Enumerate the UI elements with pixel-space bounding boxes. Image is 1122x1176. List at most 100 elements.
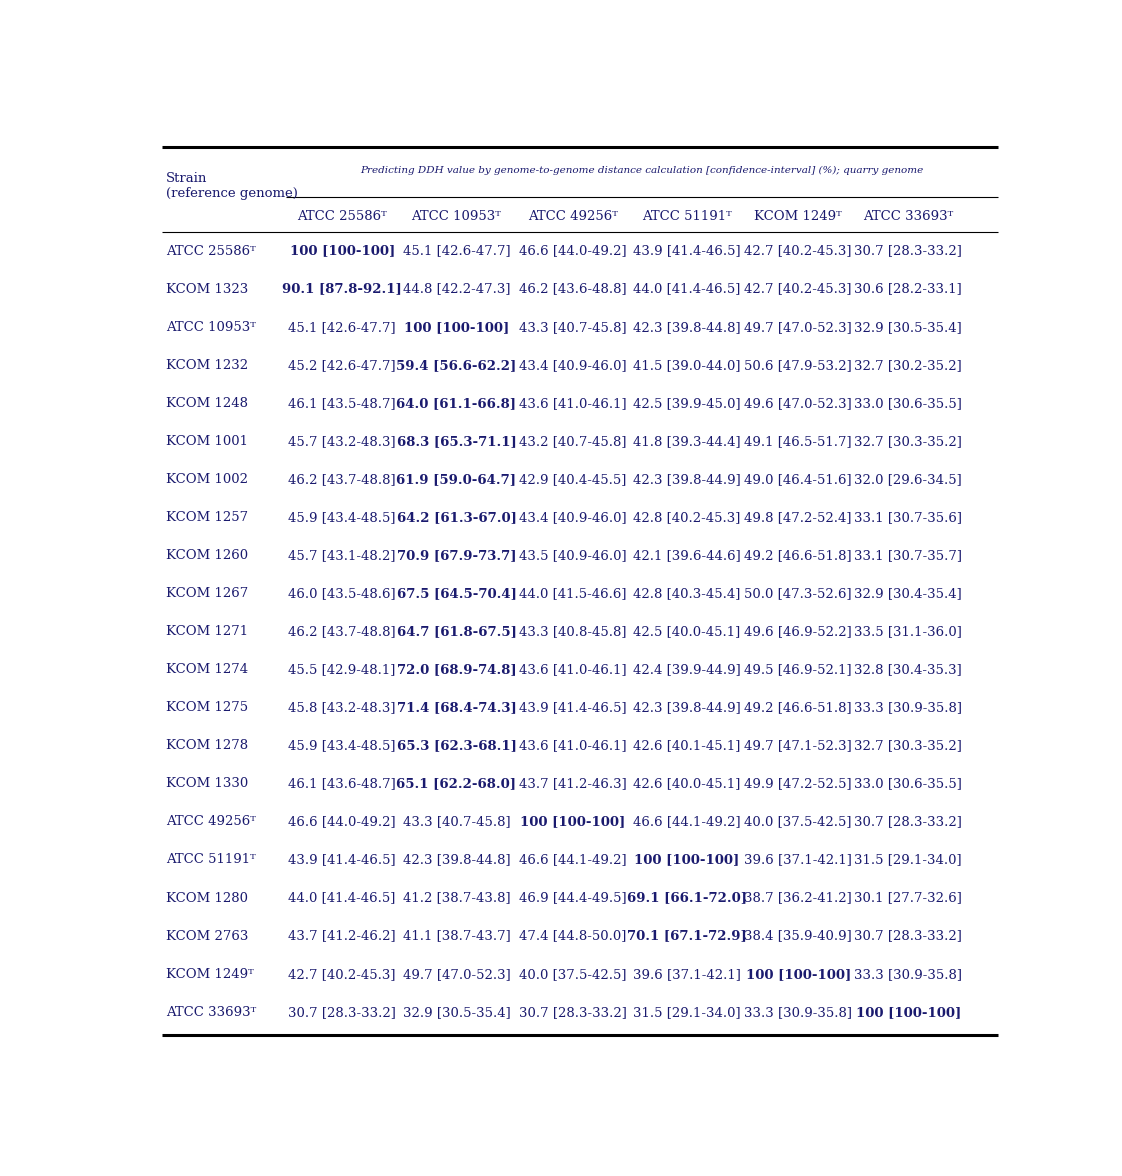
Text: ATCC 33693ᵀ: ATCC 33693ᵀ: [863, 211, 954, 223]
Text: 42.3 [39.8-44.9]: 42.3 [39.8-44.9]: [633, 473, 741, 486]
Text: 61.9 [59.0-64.7]: 61.9 [59.0-64.7]: [396, 473, 516, 486]
Text: KCOM 1232: KCOM 1232: [166, 359, 248, 372]
Text: 46.6 [44.0-49.2]: 46.6 [44.0-49.2]: [288, 815, 396, 828]
Text: 33.1 [30.7-35.6]: 33.1 [30.7-35.6]: [854, 510, 963, 524]
Text: 59.4 [56.6-62.2]: 59.4 [56.6-62.2]: [396, 359, 516, 372]
Text: ATCC 25586ᵀ: ATCC 25586ᵀ: [297, 211, 387, 223]
Text: 49.2 [46.6-51.8]: 49.2 [46.6-51.8]: [744, 701, 852, 714]
Text: 42.6 [40.1-45.1]: 42.6 [40.1-45.1]: [633, 740, 741, 753]
Text: 65.3 [62.3-68.1]: 65.3 [62.3-68.1]: [396, 740, 516, 753]
Text: KCOM 1274: KCOM 1274: [166, 663, 248, 676]
Text: 43.3 [40.8-45.8]: 43.3 [40.8-45.8]: [519, 626, 626, 639]
Text: 33.0 [30.6-35.5]: 33.0 [30.6-35.5]: [854, 777, 963, 790]
Text: 43.4 [40.9-46.0]: 43.4 [40.9-46.0]: [518, 359, 626, 372]
Text: 32.9 [30.5-35.4]: 32.9 [30.5-35.4]: [854, 321, 963, 334]
Text: 43.3 [40.7-45.8]: 43.3 [40.7-45.8]: [518, 321, 626, 334]
Text: 70.1 [67.1-72.9]: 70.1 [67.1-72.9]: [627, 929, 747, 943]
Text: 39.6 [37.1-42.1]: 39.6 [37.1-42.1]: [744, 854, 853, 867]
Text: 43.6 [41.0-46.1]: 43.6 [41.0-46.1]: [518, 396, 626, 409]
Text: ATCC 49256ᵀ: ATCC 49256ᵀ: [166, 815, 256, 828]
Text: 46.6 [44.1-49.2]: 46.6 [44.1-49.2]: [518, 854, 626, 867]
Text: 64.2 [61.3-67.0]: 64.2 [61.3-67.0]: [396, 510, 516, 524]
Text: 49.5 [46.9-52.1]: 49.5 [46.9-52.1]: [744, 663, 852, 676]
Text: 33.3 [30.9-35.8]: 33.3 [30.9-35.8]: [854, 968, 963, 981]
Text: 40.0 [37.5-42.5]: 40.0 [37.5-42.5]: [745, 815, 852, 828]
Text: KCOM 1323: KCOM 1323: [166, 282, 248, 295]
Text: 32.9 [30.5-35.4]: 32.9 [30.5-35.4]: [403, 1005, 511, 1018]
Text: 49.0 [46.4-51.6]: 49.0 [46.4-51.6]: [744, 473, 852, 486]
Text: ATCC 10953ᵀ: ATCC 10953ᵀ: [412, 211, 502, 223]
Text: 64.0 [61.1-66.8]: 64.0 [61.1-66.8]: [396, 396, 516, 409]
Text: KCOM 1278: KCOM 1278: [166, 740, 248, 753]
Text: 49.7 [47.1-52.3]: 49.7 [47.1-52.3]: [744, 740, 852, 753]
Text: 49.8 [47.2-52.4]: 49.8 [47.2-52.4]: [745, 510, 852, 524]
Text: 43.7 [41.2-46.2]: 43.7 [41.2-46.2]: [288, 929, 396, 943]
Text: 45.5 [42.9-48.1]: 45.5 [42.9-48.1]: [288, 663, 396, 676]
Text: KCOM 1280: KCOM 1280: [166, 891, 248, 904]
Text: 38.7 [36.2-41.2]: 38.7 [36.2-41.2]: [744, 891, 852, 904]
Text: ATCC 25586ᵀ: ATCC 25586ᵀ: [166, 245, 256, 258]
Text: 46.6 [44.0-49.2]: 46.6 [44.0-49.2]: [518, 245, 626, 258]
Text: 41.1 [38.7-43.7]: 41.1 [38.7-43.7]: [403, 929, 511, 943]
Text: 71.4 [68.4-74.3]: 71.4 [68.4-74.3]: [396, 701, 516, 714]
Text: KCOM 1001: KCOM 1001: [166, 435, 248, 448]
Text: 42.3 [39.8-44.8]: 42.3 [39.8-44.8]: [403, 854, 511, 867]
Text: 90.1 [87.8-92.1]: 90.1 [87.8-92.1]: [283, 282, 402, 295]
Text: 30.7 [28.3-33.2]: 30.7 [28.3-33.2]: [854, 929, 963, 943]
Text: ATCC 51191ᵀ: ATCC 51191ᵀ: [642, 211, 732, 223]
Text: KCOM 1002: KCOM 1002: [166, 473, 248, 486]
Text: 38.4 [35.9-40.9]: 38.4 [35.9-40.9]: [744, 929, 852, 943]
Text: 43.4 [40.9-46.0]: 43.4 [40.9-46.0]: [518, 510, 626, 524]
Text: 43.3 [40.7-45.8]: 43.3 [40.7-45.8]: [403, 815, 511, 828]
Text: 49.6 [46.9-52.2]: 49.6 [46.9-52.2]: [744, 626, 852, 639]
Text: 42.3 [39.8-44.8]: 42.3 [39.8-44.8]: [633, 321, 741, 334]
Text: KCOM 1249ᵀ: KCOM 1249ᵀ: [754, 211, 843, 223]
Text: 49.2 [46.6-51.8]: 49.2 [46.6-51.8]: [744, 549, 852, 562]
Text: 31.5 [29.1-34.0]: 31.5 [29.1-34.0]: [855, 854, 962, 867]
Text: 65.1 [62.2-68.0]: 65.1 [62.2-68.0]: [396, 777, 516, 790]
Text: 50.0 [47.3-52.6]: 50.0 [47.3-52.6]: [744, 587, 852, 600]
Text: 33.3 [30.9-35.8]: 33.3 [30.9-35.8]: [744, 1005, 853, 1018]
Text: 45.7 [43.2-48.3]: 45.7 [43.2-48.3]: [288, 435, 396, 448]
Text: 50.6 [47.9-53.2]: 50.6 [47.9-53.2]: [744, 359, 852, 372]
Text: 42.4 [39.9-44.9]: 42.4 [39.9-44.9]: [633, 663, 741, 676]
Text: 33.3 [30.9-35.8]: 33.3 [30.9-35.8]: [854, 701, 963, 714]
Text: KCOM 1248: KCOM 1248: [166, 396, 248, 409]
Text: 39.6 [37.1-42.1]: 39.6 [37.1-42.1]: [633, 968, 741, 981]
Text: 45.2 [42.6-47.7]: 45.2 [42.6-47.7]: [288, 359, 396, 372]
Text: KCOM 1267: KCOM 1267: [166, 587, 248, 600]
Text: 43.6 [41.0-46.1]: 43.6 [41.0-46.1]: [518, 740, 626, 753]
Text: 46.2 [43.7-48.8]: 46.2 [43.7-48.8]: [288, 473, 396, 486]
Text: 46.1 [43.6-48.7]: 46.1 [43.6-48.7]: [288, 777, 396, 790]
Text: 67.5 [64.5-70.4]: 67.5 [64.5-70.4]: [396, 587, 516, 600]
Text: 49.9 [47.2-52.5]: 49.9 [47.2-52.5]: [744, 777, 852, 790]
Text: 43.7 [41.2-46.3]: 43.7 [41.2-46.3]: [518, 777, 626, 790]
Text: ATCC 33693ᵀ: ATCC 33693ᵀ: [166, 1005, 256, 1018]
Text: 33.1 [30.7-35.7]: 33.1 [30.7-35.7]: [854, 549, 963, 562]
Text: 32.7 [30.2-35.2]: 32.7 [30.2-35.2]: [854, 359, 963, 372]
Text: 42.5 [39.9-45.0]: 42.5 [39.9-45.0]: [633, 396, 741, 409]
Text: 44.0 [41.5-46.6]: 44.0 [41.5-46.6]: [519, 587, 626, 600]
Text: 42.9 [40.4-45.5]: 42.9 [40.4-45.5]: [519, 473, 626, 486]
Text: ATCC 51191ᵀ: ATCC 51191ᵀ: [166, 854, 256, 867]
Text: ATCC 10953ᵀ: ATCC 10953ᵀ: [166, 321, 256, 334]
Text: 100 [100-100]: 100 [100-100]: [634, 854, 739, 867]
Text: 43.9 [41.4-46.5]: 43.9 [41.4-46.5]: [633, 245, 741, 258]
Text: (reference genome): (reference genome): [166, 187, 297, 200]
Text: Predicting DDH value by genome-to-genome distance calculation [confidence-interv: Predicting DDH value by genome-to-genome…: [360, 166, 923, 175]
Text: KCOM 1271: KCOM 1271: [166, 626, 248, 639]
Text: 46.2 [43.7-48.8]: 46.2 [43.7-48.8]: [288, 626, 396, 639]
Text: 46.0 [43.5-48.6]: 46.0 [43.5-48.6]: [288, 587, 396, 600]
Text: 30.7 [28.3-33.2]: 30.7 [28.3-33.2]: [518, 1005, 627, 1018]
Text: 45.9 [43.4-48.5]: 45.9 [43.4-48.5]: [288, 740, 396, 753]
Text: 41.2 [38.7-43.8]: 41.2 [38.7-43.8]: [403, 891, 511, 904]
Text: 45.7 [43.1-48.2]: 45.7 [43.1-48.2]: [288, 549, 396, 562]
Text: 33.5 [31.1-36.0]: 33.5 [31.1-36.0]: [854, 626, 963, 639]
Text: 42.7 [40.2-45.3]: 42.7 [40.2-45.3]: [745, 282, 852, 295]
Text: 42.8 [40.3-45.4]: 42.8 [40.3-45.4]: [633, 587, 741, 600]
Text: 100 [100-100]: 100 [100-100]: [289, 245, 395, 258]
Text: 100 [100-100]: 100 [100-100]: [521, 815, 625, 828]
Text: 47.4 [44.8-50.0]: 47.4 [44.8-50.0]: [519, 929, 626, 943]
Text: 42.8 [40.2-45.3]: 42.8 [40.2-45.3]: [633, 510, 741, 524]
Text: 49.1 [46.5-51.7]: 49.1 [46.5-51.7]: [744, 435, 852, 448]
